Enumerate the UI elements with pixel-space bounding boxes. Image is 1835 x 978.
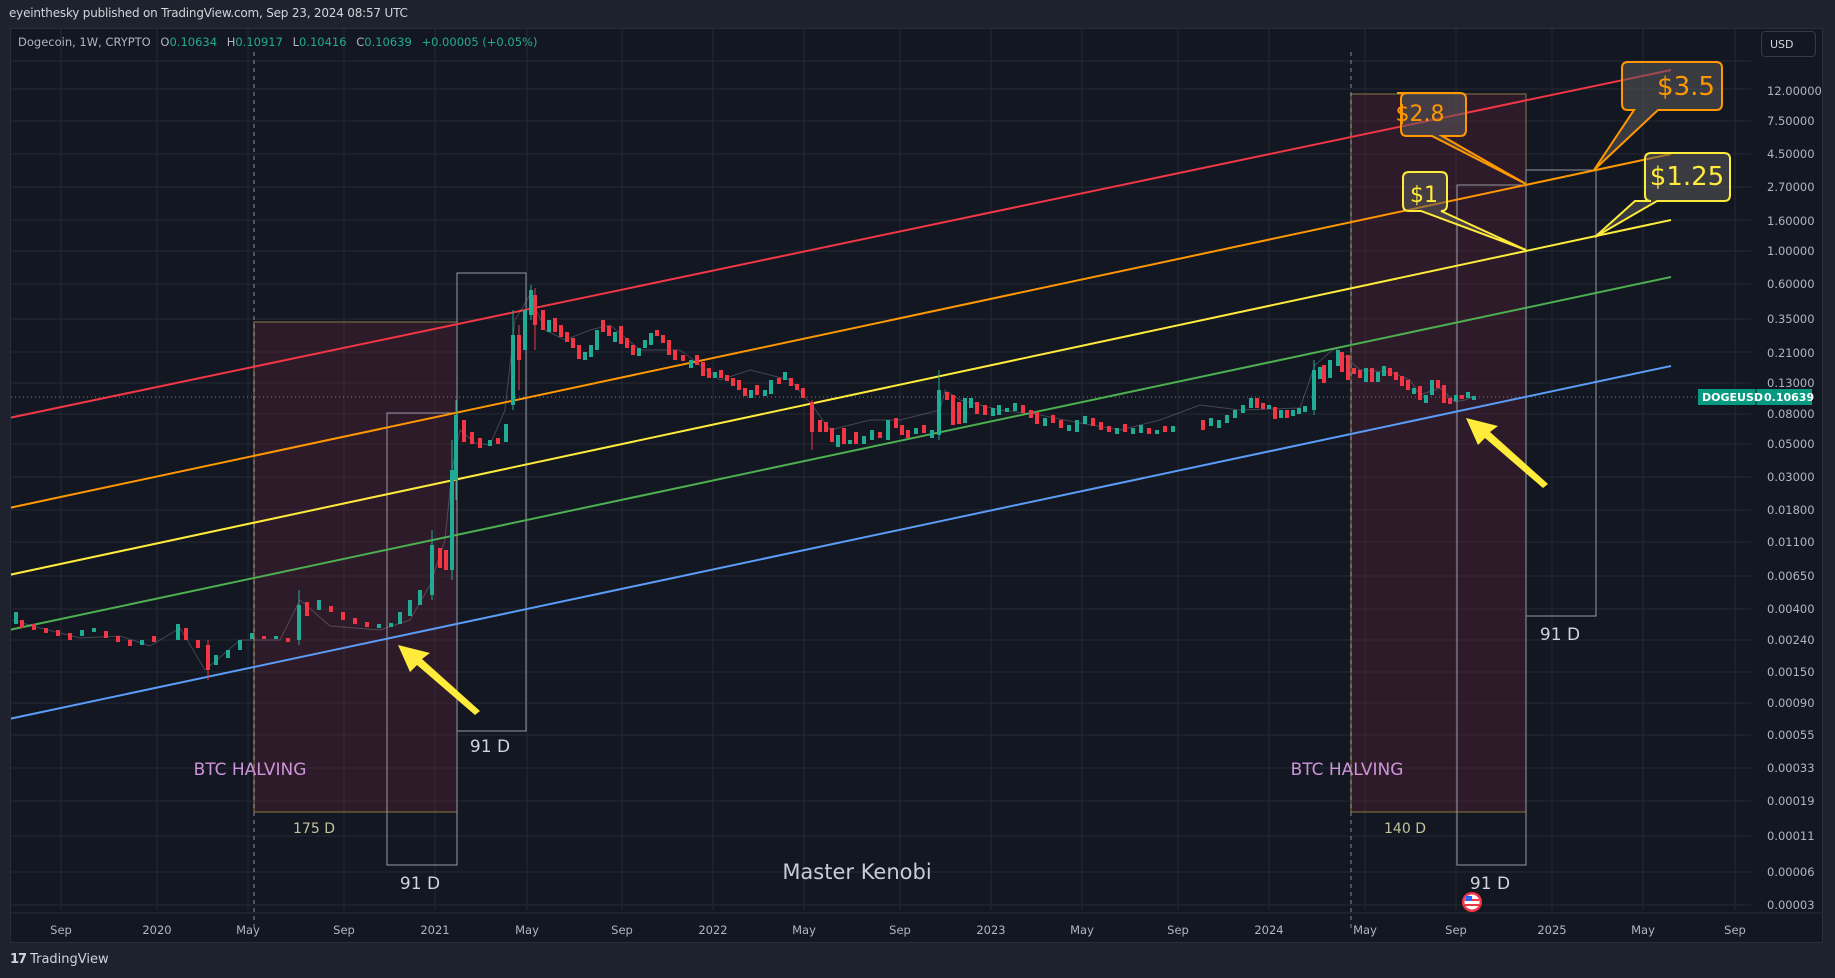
svg-text:2.70000: 2.70000 (1767, 180, 1815, 194)
btc-halving-label-2020: BTC HALVING (194, 760, 307, 780)
svg-text:Sep: Sep (50, 923, 72, 937)
duration-label-1: 91 D (470, 737, 510, 757)
yellow-channel-line[interactable] (9, 219, 1672, 576)
svg-text:0.00011: 0.00011 (1767, 829, 1815, 843)
duration-label-2: 91 D (400, 874, 440, 894)
halving-range-box-2020[interactable] (253, 321, 458, 813)
orange-channel-line[interactable] (9, 153, 1672, 509)
svg-text:2023: 2023 (976, 923, 1005, 937)
high-value: 0.10917 (235, 35, 283, 49)
green-channel-line[interactable] (9, 276, 1672, 631)
svg-text:May: May (792, 923, 816, 937)
open-value: 0.10634 (169, 35, 218, 49)
currency-button[interactable]: USD (1761, 31, 1816, 57)
svg-text:1.00000: 1.00000 (1767, 244, 1815, 258)
svg-text:May: May (1070, 923, 1094, 937)
price-tag-symbol: DOGEUSD (1702, 391, 1763, 404)
svg-text:0.00240: 0.00240 (1767, 633, 1815, 647)
close-label: C (356, 35, 365, 49)
callout-label-1-25: $1.25 (1650, 162, 1724, 192)
arrow-icon-2020 (398, 645, 480, 715)
duration-label-4: 91 D (1540, 625, 1580, 645)
arrow-icon-2024 (1466, 418, 1548, 488)
svg-text:7.50000: 7.50000 (1767, 114, 1815, 128)
svg-text:Sep: Sep (1724, 923, 1746, 937)
svg-text:0.00055: 0.00055 (1767, 728, 1815, 742)
svg-text:0.00003: 0.00003 (1767, 898, 1815, 912)
last-price-tag[interactable]: DOGEUSD 0.10639 (1698, 389, 1814, 405)
callout-label-2-8: $2.8 (1396, 102, 1445, 127)
open-label: O (160, 35, 170, 49)
svg-text:Sep: Sep (611, 923, 633, 937)
callout-label-1: $1 (1410, 183, 1438, 208)
close-value: 0.10639 (364, 35, 412, 49)
svg-text:0.00650: 0.00650 (1767, 569, 1815, 583)
tradingview-logo[interactable]: 17 TradingView (10, 952, 109, 967)
svg-text:0.00033: 0.00033 (1767, 761, 1815, 775)
callout-label-3-5: $3.5 (1657, 72, 1715, 102)
svg-text:2020: 2020 (142, 923, 171, 937)
svg-text:4.50000: 4.50000 (1767, 147, 1815, 161)
svg-text:0.03000: 0.03000 (1767, 470, 1815, 484)
svg-text:0.00150: 0.00150 (1767, 665, 1815, 679)
svg-text:Sep: Sep (333, 923, 355, 937)
range-label-140d: 140 D (1384, 821, 1426, 837)
svg-text:1.60000: 1.60000 (1767, 214, 1815, 228)
svg-text:0.01800: 0.01800 (1767, 503, 1815, 517)
change-value: +0.00005 (+0.05%) (421, 35, 538, 49)
publish-line: eyeinthesky published on TradingView.com… (9, 6, 408, 20)
red-channel-line[interactable] (9, 69, 1672, 419)
price-series (11, 293, 1476, 671)
symbol-legend[interactable]: Dogecoin, 1W, CRYPTO O0.10634 H0.10917 L… (18, 35, 537, 49)
svg-text:0.01100: 0.01100 (1767, 535, 1815, 549)
callout-1[interactable]: $1 (1402, 171, 1527, 251)
grid (11, 29, 1751, 910)
svg-text:2022: 2022 (698, 923, 727, 937)
svg-text:2021: 2021 (420, 923, 449, 937)
svg-text:0.00019: 0.00019 (1767, 794, 1815, 808)
svg-text:12.00000: 12.00000 (1767, 84, 1822, 98)
price-tag-value: 0.10639 (1764, 391, 1814, 404)
svg-text:Sep: Sep (889, 923, 911, 937)
svg-text:Sep: Sep (1167, 923, 1189, 937)
svg-text:0.00400: 0.00400 (1767, 602, 1815, 616)
us-flag-event-icon[interactable] (1462, 892, 1482, 912)
callout-2-8[interactable]: $2.8 (1396, 92, 1527, 185)
low-value: 0.10416 (298, 35, 347, 49)
svg-text:May: May (515, 923, 539, 937)
price-axis[interactable]: 12.00000 7.50000 4.50000 2.70000 1.60000… (1767, 84, 1822, 912)
svg-text:May: May (236, 923, 260, 937)
svg-text:0.21000: 0.21000 (1767, 346, 1815, 360)
blue-support-line[interactable] (9, 365, 1672, 720)
time-axis[interactable]: Sep 2020 May Sep 2021 May Sep 2022 May S… (50, 923, 1746, 937)
duration-box-4[interactable] (1525, 169, 1597, 617)
svg-text:0.00090: 0.00090 (1767, 696, 1815, 710)
svg-text:0.08000: 0.08000 (1767, 407, 1815, 421)
range-label-175d: 175 D (293, 821, 335, 837)
svg-text:May: May (1353, 923, 1377, 937)
svg-text:May: May (1631, 923, 1655, 937)
tradingview-logo-icon: 17 (10, 952, 27, 967)
svg-text:Sep: Sep (1445, 923, 1467, 937)
btc-halving-label-2024: BTC HALVING (1291, 760, 1404, 780)
duration-label-3: 91 D (1470, 874, 1510, 894)
symbol-name: Dogecoin, 1W, CRYPTO (18, 35, 151, 49)
svg-text:2024: 2024 (1254, 923, 1283, 937)
duration-box-2[interactable] (456, 272, 527, 732)
callout-1-25[interactable]: $1.25 (1594, 152, 1731, 238)
svg-text:0.60000: 0.60000 (1767, 277, 1815, 291)
svg-text:0.00006: 0.00006 (1767, 865, 1815, 879)
signature-text: Master Kenobi (782, 860, 931, 884)
svg-text:0.13000: 0.13000 (1767, 376, 1815, 390)
low-label: L (292, 35, 299, 49)
high-label: H (226, 35, 236, 49)
candles (14, 285, 1476, 680)
callout-3-5[interactable]: $3.5 (1593, 61, 1723, 171)
tradingview-brand: TradingView (30, 952, 109, 967)
svg-text:0.05000: 0.05000 (1767, 437, 1815, 451)
svg-text:2025: 2025 (1537, 923, 1566, 937)
svg-text:0.35000: 0.35000 (1767, 312, 1815, 326)
